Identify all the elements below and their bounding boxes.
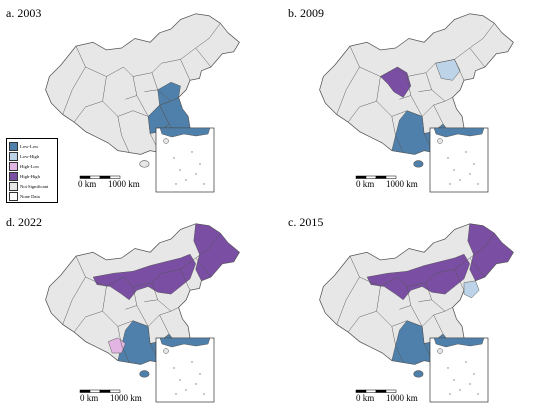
scale-end-d: 1000 km xyxy=(110,393,142,403)
legend-item-low-low: Low-Low xyxy=(9,141,55,151)
legend-item-not-significant: Not Significant xyxy=(9,181,55,191)
scale-bar xyxy=(79,389,121,393)
scale-end-a: 1000 km xyxy=(108,179,140,189)
legend-item-low-high: Low-High xyxy=(9,151,55,161)
cluster-region-low-high xyxy=(463,280,480,299)
scale-bar xyxy=(355,389,397,393)
scale-start-a: 0 km xyxy=(78,179,97,189)
south-china-sea-inset xyxy=(155,337,215,403)
hainan-island xyxy=(139,160,150,168)
hainan-island xyxy=(139,370,150,378)
legend-label: Low-High xyxy=(20,153,40,159)
legend-item-high-low: High-Low xyxy=(9,161,55,171)
scale-end-b: 1000 km xyxy=(386,179,418,189)
legend-swatch xyxy=(9,141,18,151)
legend-swatch xyxy=(9,171,18,181)
panel-label-a: a. 2003 xyxy=(6,6,42,20)
south-china-sea-inset xyxy=(155,127,215,193)
scale-start-b: 0 km xyxy=(356,179,375,189)
legend-swatch xyxy=(9,191,18,201)
hainan-island xyxy=(413,160,424,168)
legend-label: Low-Low xyxy=(20,143,39,149)
scale-start-c: 0 km xyxy=(356,393,375,403)
cluster-region-high-high xyxy=(467,223,514,282)
legend-label: None Data xyxy=(20,193,40,199)
legend-label: Not Significant xyxy=(20,183,49,189)
map-legend: Low-Low Low-High High-Low High-High Not … xyxy=(6,138,58,203)
scale-bar xyxy=(79,175,121,179)
legend-item-none-data: None Data xyxy=(9,191,55,201)
legend-swatch xyxy=(9,161,18,171)
south-china-sea-inset xyxy=(429,127,489,193)
legend-swatch xyxy=(9,151,18,161)
scale-start-d: 0 km xyxy=(80,393,99,403)
legend-label: High-High xyxy=(20,173,40,179)
legend-label: High-Low xyxy=(20,163,40,169)
hainan-island xyxy=(413,370,424,378)
panel-label-c: c. 2015 xyxy=(288,215,324,229)
south-china-sea-inset xyxy=(429,337,489,403)
panel-label-d: d. 2022 xyxy=(6,215,42,229)
cluster-region-high-high xyxy=(193,223,240,282)
legend-item-high-high: High-High xyxy=(9,171,55,181)
panel-label-b: b. 2009 xyxy=(288,6,324,20)
scale-bar xyxy=(355,175,397,179)
legend-swatch xyxy=(9,181,18,191)
scale-end-c: 1000 km xyxy=(386,393,418,403)
